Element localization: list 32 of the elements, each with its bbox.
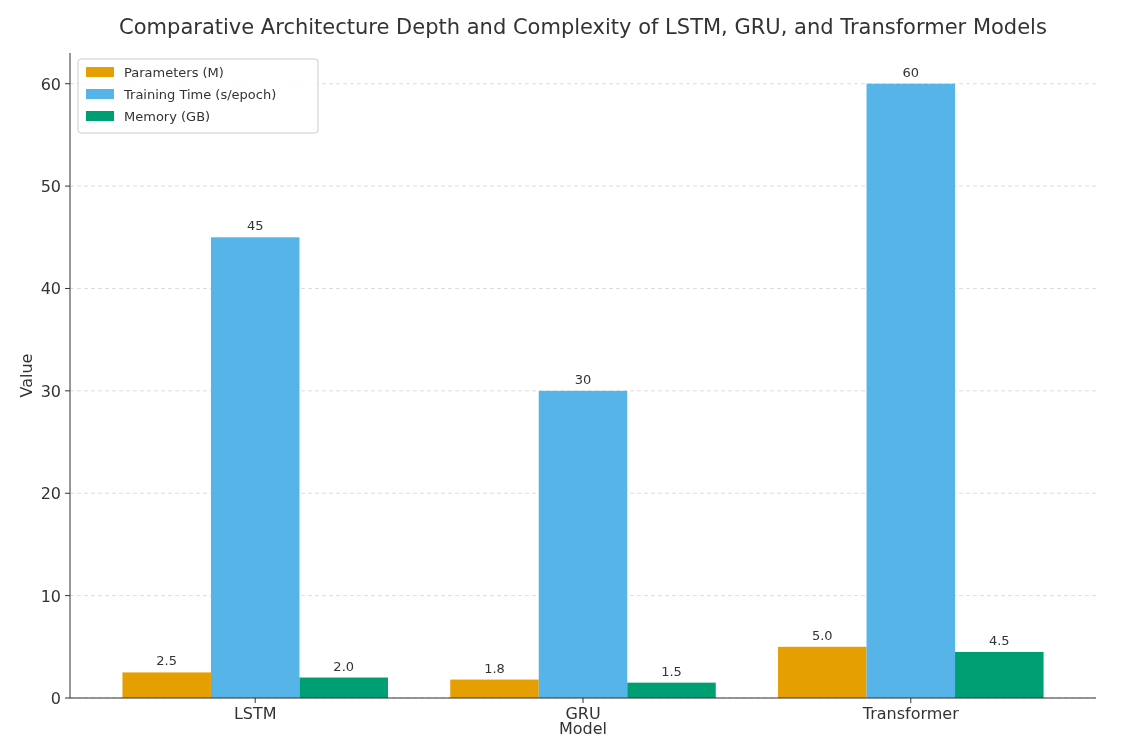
y-tick-label: 10 <box>40 586 61 606</box>
y-tick-label: 20 <box>40 484 61 504</box>
data-label: 1.8 <box>484 660 505 676</box>
bar <box>778 646 867 698</box>
bar <box>955 651 1044 698</box>
bar <box>450 679 539 698</box>
data-label: 30 <box>574 371 592 387</box>
y-tick-label: 0 <box>50 689 61 708</box>
legend-label: Memory (GB) <box>124 109 211 124</box>
x-tick-label: LSTM <box>233 704 277 723</box>
legend-label: Parameters (M) <box>124 65 224 80</box>
y-tick-label: 60 <box>40 74 61 94</box>
bar <box>122 672 211 698</box>
y-axis-title: Value <box>17 353 36 398</box>
y-tick-label: 30 <box>40 381 61 401</box>
bar <box>538 390 628 698</box>
data-label: 2.5 <box>156 653 178 669</box>
bar <box>627 682 716 698</box>
data-label: 1.5 <box>661 663 682 679</box>
data-label: 60 <box>902 64 920 80</box>
y-tick-label: 50 <box>40 177 61 197</box>
bar <box>866 83 956 698</box>
legend-label: Training Time (s/epoch) <box>123 87 277 102</box>
data-label: 4.5 <box>988 632 1010 648</box>
bar <box>299 677 388 698</box>
x-tick-label: Transformer <box>861 704 960 723</box>
y-tick-label: 40 <box>40 279 61 299</box>
chart-title: Comparative Architecture Depth and Complexity of LSTM, GRU, and Transformer Models <box>119 15 1047 39</box>
bar <box>210 237 300 698</box>
data-label: 45 <box>246 218 264 234</box>
data-label: 5.0 <box>811 627 833 643</box>
data-label: 2.0 <box>333 658 355 674</box>
